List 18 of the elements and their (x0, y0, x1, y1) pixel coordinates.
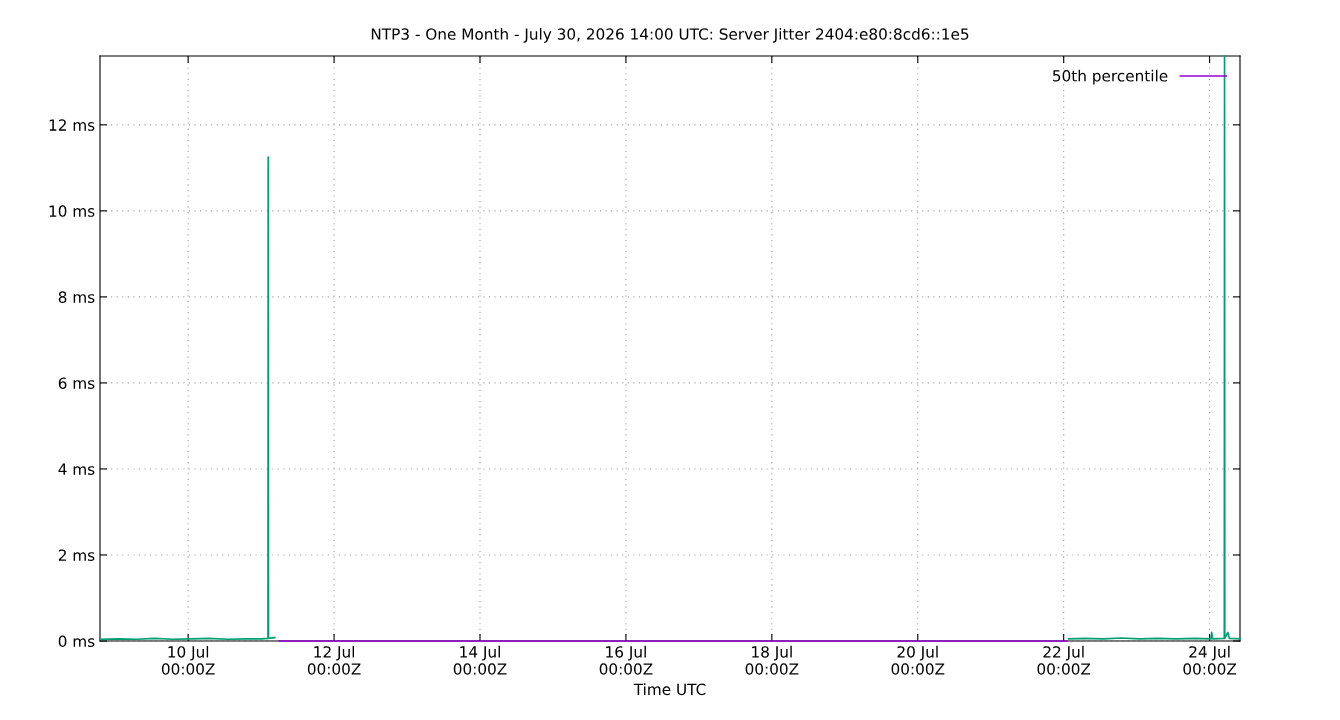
y-tick-label: 8 ms (58, 291, 95, 303)
chart-title: NTP3 - One Month - July 30, 2026 14:00 UTC: Server Jitter 2404:e80:8cd6::1e5 (371, 28, 969, 43)
x-axis-title: Time UTC (633, 683, 706, 696)
y-tick-label: 2 ms (58, 549, 95, 561)
legend-label: 50th percentile (1053, 69, 1168, 85)
y-tick-label: 6 ms (58, 377, 95, 389)
x-tick-label: 12 Jul 00:00Z (307, 645, 361, 675)
y-tick-label: 0 ms (58, 635, 95, 648)
x-tick-label: 22 Jul 00:00Z (1037, 645, 1091, 675)
x-tick-label: 24 Jul 00:00Z (1183, 645, 1237, 675)
x-tick-label: 14 Jul 00:00Z (453, 645, 507, 675)
x-tick-label: 16 Jul 00:00Z (599, 645, 653, 675)
x-tick-label: 20 Jul 00:00Z (891, 645, 945, 675)
y-tick-label: 10 ms (49, 205, 95, 217)
y-tick-label: 4 ms (58, 463, 95, 475)
x-tick-label: 10 Jul 00:00Z (161, 645, 215, 675)
y-tick-label: 12 ms (49, 119, 95, 131)
x-tick-label: 18 Jul 00:00Z (745, 645, 799, 675)
